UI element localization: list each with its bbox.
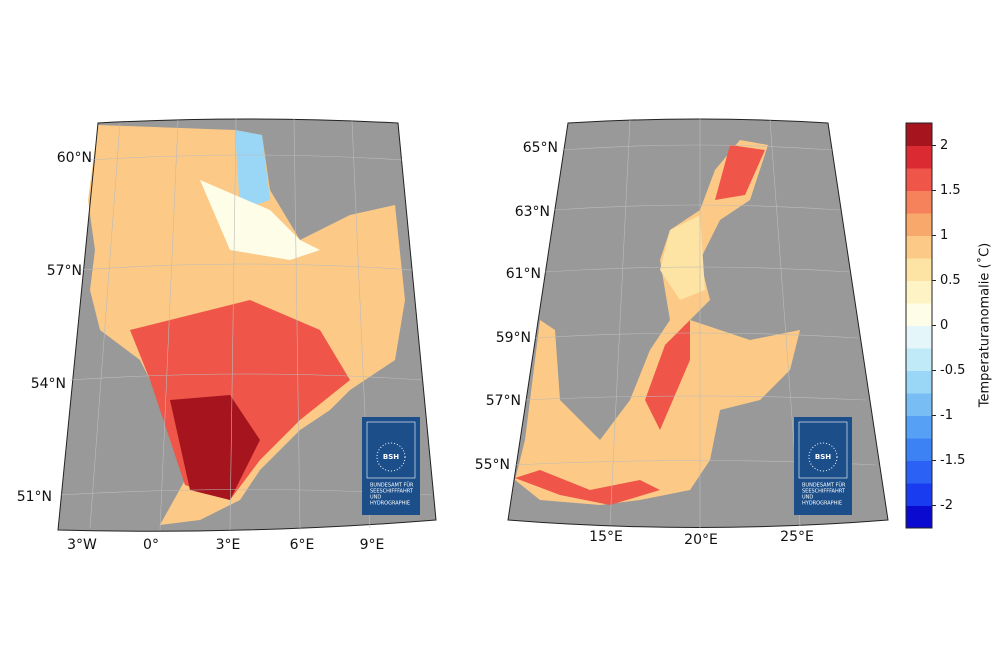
logo-text: BUNDESAMT FÜR bbox=[802, 482, 846, 489]
lat-label: 57°N bbox=[486, 393, 521, 409]
colorbar: Temperaturanomalie (˚C) -2 -1.5 -1 -0.5 0 0.5… bbox=[905, 122, 993, 529]
colorbar-tick-label: -1 bbox=[940, 408, 953, 423]
colorbar-band bbox=[906, 123, 932, 146]
colorbar-band bbox=[906, 348, 932, 371]
logo-text: UND bbox=[370, 495, 381, 501]
lon-label: 6°E bbox=[290, 537, 315, 553]
lat-label: 63°N bbox=[515, 204, 550, 220]
logo-frame bbox=[366, 421, 416, 479]
logo-circle bbox=[376, 442, 406, 472]
colorbar-tick-label: 0 bbox=[940, 318, 948, 333]
lon-label: 9°E bbox=[360, 537, 385, 553]
colorbar-tick-label: 1 bbox=[940, 228, 948, 243]
colorbar-label: Temperaturanomalie (˚C) bbox=[977, 243, 993, 409]
logo-text: SEESCHIFFFAHRT bbox=[802, 489, 846, 495]
lon-label: 3°W bbox=[67, 537, 97, 553]
colorbar-band bbox=[906, 438, 932, 461]
lon-label: 25°E bbox=[780, 529, 814, 545]
sea-cold bbox=[235, 130, 270, 210]
sea-hot bbox=[715, 145, 765, 200]
sea bbox=[515, 140, 800, 505]
colorbar-band bbox=[906, 280, 932, 304]
lon-label: 20°E bbox=[684, 532, 718, 548]
logo-frame bbox=[798, 421, 848, 479]
lat-label: 60°N bbox=[57, 150, 92, 166]
logo-text: HYDROGRAPHIE bbox=[802, 501, 842, 507]
sea-warm bbox=[660, 215, 705, 300]
colorbar-tick-label: -2 bbox=[940, 498, 953, 513]
colorbar-band bbox=[906, 235, 932, 259]
colorbar-tick-label: -0.5 bbox=[940, 363, 965, 378]
lat-label: 65°N bbox=[523, 140, 558, 156]
logo-box bbox=[794, 417, 852, 515]
left-lat-labels: 60°N 57°N 54°N 51°N 3°W 0° 3°E 6°E 9°E bbox=[17, 150, 385, 553]
colorbar-tick-label: 0.5 bbox=[940, 273, 961, 288]
colorbar-band bbox=[906, 325, 932, 349]
colorbar-tick-label: 2 bbox=[940, 138, 948, 153]
logo-box bbox=[362, 417, 420, 515]
colorbar-band bbox=[906, 168, 932, 191]
graticule bbox=[513, 118, 877, 528]
logo-text: HYDROGRAPHIE bbox=[370, 501, 410, 507]
colorbar-band bbox=[906, 145, 932, 169]
logo-mark: BSH bbox=[815, 453, 831, 461]
lat-label: 55°N bbox=[475, 457, 510, 473]
lat-label: 61°N bbox=[506, 266, 541, 282]
colorbar-band bbox=[906, 505, 932, 529]
colorbar-band bbox=[906, 460, 932, 484]
colorbar-band bbox=[906, 415, 932, 439]
colorbar-band bbox=[906, 303, 932, 326]
logo-circle bbox=[808, 442, 838, 472]
lat-label: 54°N bbox=[31, 376, 66, 392]
map-border bbox=[507, 118, 889, 528]
lat-label: 57°N bbox=[47, 263, 82, 279]
sea-warm bbox=[200, 180, 320, 260]
sea-hottest bbox=[170, 395, 260, 500]
colorbar-tick-label: -1.5 bbox=[940, 453, 965, 468]
sea-hot bbox=[645, 320, 690, 430]
logo-mark: BSH bbox=[383, 453, 399, 461]
colorbar-band bbox=[906, 258, 932, 281]
colorbar-band bbox=[906, 190, 932, 214]
colorbar-tick-label: 1.5 bbox=[940, 183, 961, 198]
colorbar-band bbox=[906, 393, 932, 416]
lon-label: 15°E bbox=[589, 529, 623, 545]
right-labels: 65°N 63°N 61°N 59°N 57°N 55°N 15°E 20°E … bbox=[475, 140, 814, 548]
logo: BSH BUNDESAMT FÜR SEESCHIFFFAHRT UND HYD… bbox=[794, 417, 852, 515]
colorbar-band bbox=[906, 213, 932, 236]
north-sea-map bbox=[57, 117, 437, 532]
colorbar-band bbox=[906, 483, 932, 506]
graticule bbox=[59, 117, 433, 531]
lon-label: 0° bbox=[143, 537, 159, 553]
logo: BSH BUNDESAMT FÜR SEESCHIFFFAHRT UND HYD… bbox=[362, 417, 420, 515]
lon-label: 3°E bbox=[216, 537, 241, 553]
baltic-map bbox=[507, 118, 889, 528]
logo-text: UND bbox=[802, 495, 813, 501]
sea-hot bbox=[515, 470, 660, 505]
logo-text: BUNDESAMT FÜR bbox=[370, 482, 414, 489]
lat-label: 51°N bbox=[17, 489, 52, 505]
map-border bbox=[57, 118, 437, 532]
lat-label: 59°N bbox=[496, 330, 531, 346]
logo-text: SEESCHIFFFAHRT bbox=[370, 489, 414, 495]
colorbar-band bbox=[906, 370, 932, 394]
